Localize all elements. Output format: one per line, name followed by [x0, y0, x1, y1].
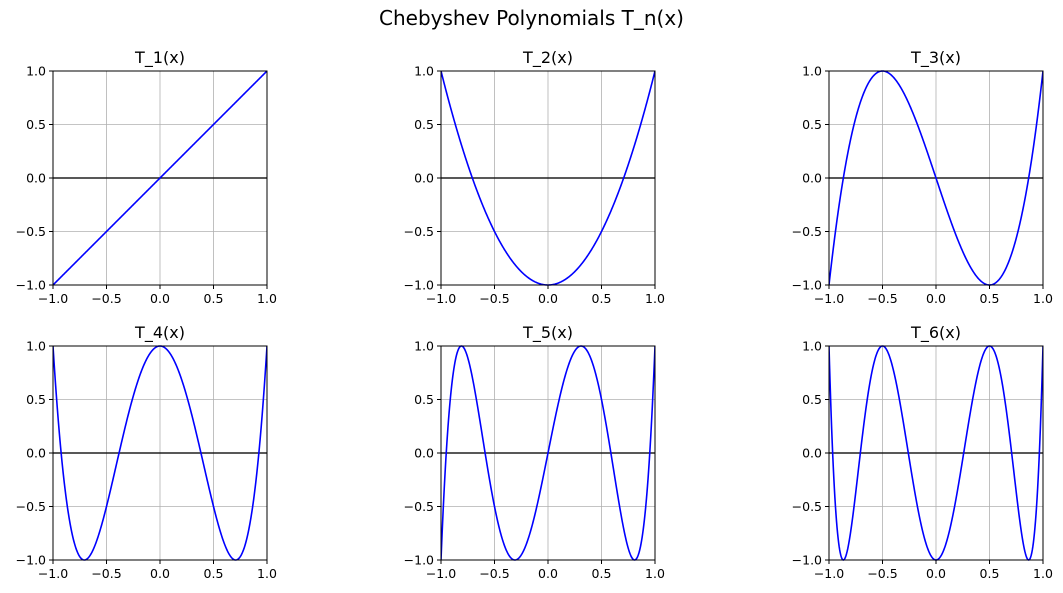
y-tick-label: 0.5: [802, 117, 822, 132]
y-tick-label: 0.5: [802, 392, 822, 407]
subplot-t2: −1.0 −0.5 0.0 0.5 1.0 −1.0 −0.5 0.0 0.5 1.0 T_2(x): [404, 48, 665, 306]
x-tick-label: 1.0: [257, 291, 277, 306]
x-tick-label: −1.0: [426, 566, 456, 581]
x-tick-label: 1.0: [1033, 566, 1053, 581]
y-tick-label: 1.0: [26, 339, 46, 354]
x-tick-label: 0.0: [538, 291, 558, 306]
series-line-t3: [829, 70, 1043, 286]
y-tick-label: 1.0: [414, 64, 434, 79]
x-tick-label: −1.0: [38, 291, 68, 306]
y-tick-label: 0.0: [802, 446, 822, 461]
y-tick-label: 1.0: [414, 339, 434, 354]
x-tick-label: −1.0: [38, 566, 68, 581]
y-tick-label: 0.0: [414, 171, 434, 186]
y-tick-label: −0.5: [16, 499, 46, 514]
y-tick-label: 0.5: [414, 392, 434, 407]
x-tick-label: 0.0: [926, 291, 946, 306]
series-line-t1: [53, 70, 267, 286]
y-tick-label: −1.0: [404, 278, 434, 293]
y-tick-label: 1.0: [802, 64, 822, 79]
subplot-t1: −1.0 −0.5 0.0 0.5 1.0 −1.0 −0.5 0.0 0.5 1.0 T_1(x): [16, 48, 277, 306]
y-tick-label: 0.5: [26, 392, 46, 407]
y-tick-label: −0.5: [792, 499, 822, 514]
subplot-t4: −1.0 −0.5 0.0 0.5 1.0 −1.0 −0.5 0.0 0.5 1.0 T_4(x): [16, 323, 277, 581]
x-tick-label: 0.5: [980, 566, 1000, 581]
figure-title: Chebyshev Polynomials T_n(x): [379, 6, 684, 30]
y-tick-label: 0.0: [26, 171, 46, 186]
x-tick-label: 1.0: [645, 291, 665, 306]
subplot-title: T_6(x): [910, 323, 961, 343]
y-tick-label: 0.0: [414, 446, 434, 461]
y-tick-label: −1.0: [16, 278, 46, 293]
x-tick-label: 1.0: [645, 566, 665, 581]
series-line-t5: [441, 345, 655, 561]
subplot-title: T_2(x): [522, 48, 573, 68]
x-tick-label: 1.0: [257, 566, 277, 581]
x-tick-label: −0.5: [867, 291, 897, 306]
x-tick-label: 0.0: [926, 566, 946, 581]
x-tick-label: 0.0: [150, 291, 170, 306]
y-tick-label: 1.0: [26, 64, 46, 79]
y-tick-label: −0.5: [792, 224, 822, 239]
x-tick-label: −0.5: [91, 566, 121, 581]
x-tick-label: −1.0: [814, 566, 844, 581]
x-tick-label: −1.0: [426, 291, 456, 306]
subplot-grid: −1.0 −0.5 0.0 0.5 1.0 −1.0 −0.5 0.0 0.5 1.0 T_1(x)…: [16, 48, 1053, 581]
x-tick-label: −0.5: [479, 291, 509, 306]
y-tick-label: −1.0: [792, 278, 822, 293]
y-tick-label: 0.0: [802, 171, 822, 186]
subplot-title: T_1(x): [134, 48, 185, 68]
y-tick-label: −1.0: [404, 553, 434, 568]
subplot-t5: −1.0 −0.5 0.0 0.5 1.0 −1.0 −0.5 0.0 0.5 1.0 T_5(x): [404, 323, 665, 581]
y-tick-label: −0.5: [404, 499, 434, 514]
y-tick-label: 1.0: [802, 339, 822, 354]
x-tick-label: −0.5: [867, 566, 897, 581]
x-tick-label: −0.5: [91, 291, 121, 306]
x-tick-label: 0.5: [592, 291, 612, 306]
x-tick-label: 0.5: [980, 291, 1000, 306]
y-tick-label: −1.0: [16, 553, 46, 568]
x-tick-label: −1.0: [814, 291, 844, 306]
x-tick-label: 1.0: [1033, 291, 1053, 306]
x-tick-label: 0.5: [204, 566, 224, 581]
x-tick-label: 0.5: [204, 291, 224, 306]
subplot-title: T_3(x): [910, 48, 961, 68]
x-tick-label: 0.0: [538, 566, 558, 581]
y-tick-label: −0.5: [16, 224, 46, 239]
y-tick-label: −1.0: [792, 553, 822, 568]
y-tick-label: 0.0: [26, 446, 46, 461]
y-tick-label: 0.5: [26, 117, 46, 132]
y-tick-label: 0.5: [414, 117, 434, 132]
x-tick-label: −0.5: [479, 566, 509, 581]
y-tick-label: −0.5: [404, 224, 434, 239]
x-tick-label: 0.5: [592, 566, 612, 581]
subplot-t6: −1.0 −0.5 0.0 0.5 1.0 −1.0 −0.5 0.0 0.5 1.0 T_6(x): [792, 323, 1053, 581]
x-tick-label: 0.0: [150, 566, 170, 581]
subplot-title: T_4(x): [134, 323, 185, 343]
subplot-title: T_5(x): [522, 323, 573, 343]
subplot-t3: −1.0 −0.5 0.0 0.5 1.0 −1.0 −0.5 0.0 0.5 1.0 T_3(x): [792, 48, 1053, 306]
